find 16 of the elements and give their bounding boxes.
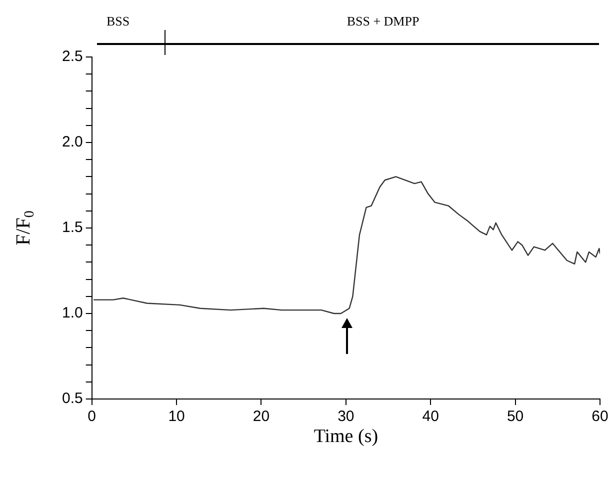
y-tick-label: 2.5	[62, 48, 83, 66]
text: BSS + DMPP	[346, 13, 420, 28]
x-tick-label: 0	[88, 408, 96, 426]
y-tick-label: 1.5	[62, 219, 83, 236]
x-axis-title: Time (s)	[314, 426, 378, 447]
x-tick-label: 50	[506, 408, 524, 426]
y-tick-label: 2.0	[62, 134, 83, 151]
x-tick-label: 20	[252, 408, 270, 426]
y-axis-title: F/F0	[12, 210, 38, 246]
text: BSS	[106, 13, 130, 28]
y-tick-label: 1.0	[62, 304, 83, 322]
y-tick-label: 0.5	[62, 390, 83, 408]
x-tick-label: 10	[168, 408, 185, 426]
x-tick-label: 40	[422, 408, 439, 426]
x-tick-label: 30	[338, 408, 354, 426]
x-tick-label: 60	[592, 408, 608, 426]
